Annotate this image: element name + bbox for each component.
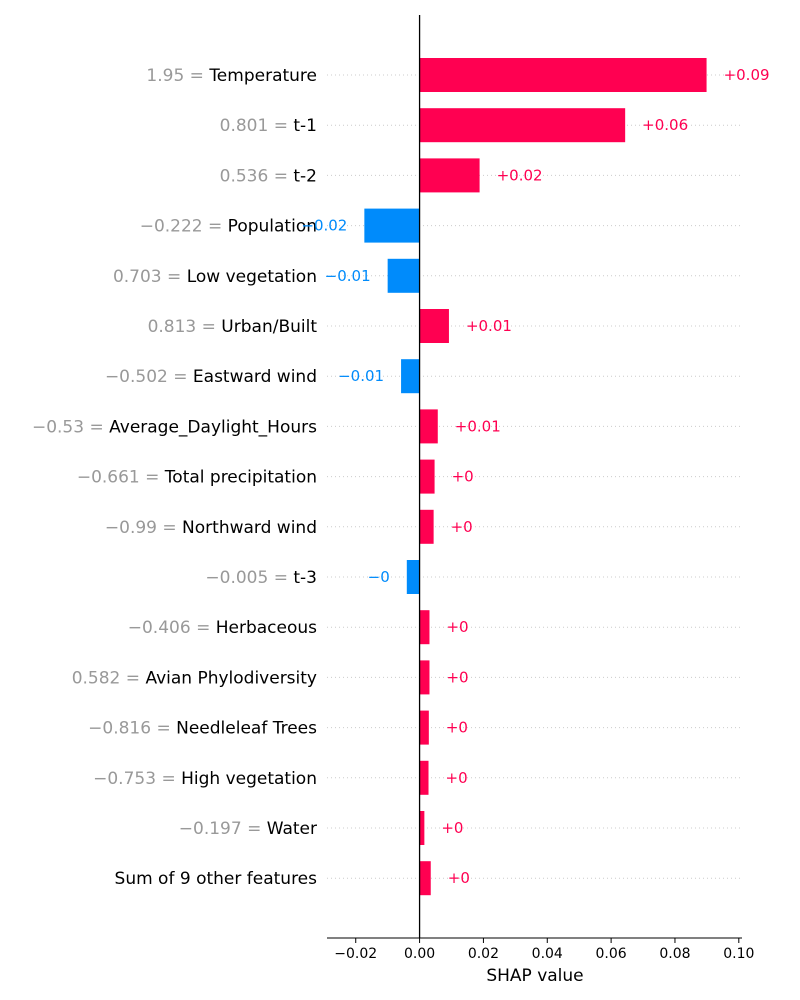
feature-value: −0.99 =	[105, 518, 182, 538]
feature-label: −0.53 = Average_Daylight_Hours	[32, 417, 317, 437]
bar	[419, 760, 429, 795]
x-tick-label: 0.00	[404, 946, 435, 962]
feature-name: t-2	[293, 166, 317, 186]
feature-value: −0.816 =	[88, 719, 176, 739]
bar	[419, 509, 434, 544]
feature-value: 0.582 =	[72, 668, 146, 688]
bar	[419, 861, 431, 896]
feature-value: 0.813 =	[148, 317, 222, 337]
feature-name: Northward wind	[182, 518, 317, 538]
feature-name: Sum of 9 other features	[115, 869, 318, 889]
x-tick-label: 0.08	[659, 946, 690, 962]
bar	[419, 58, 707, 92]
feature-value: 0.801 =	[220, 116, 294, 136]
bar-value-label: +0	[441, 819, 463, 837]
feature-label: 0.703 = Low vegetation	[113, 267, 317, 287]
x-axis: −0.02 0.00 0.02 0.04 0.06 0.08 0.10	[327, 937, 754, 962]
bar	[406, 560, 420, 594]
bar-value-label: +0.02	[497, 166, 543, 184]
feature-label: Sum of 9 other features	[115, 869, 318, 889]
feature-value: −0.197 =	[179, 819, 267, 839]
feature-value: −0.222 =	[140, 217, 228, 237]
bar-value-label: −0	[368, 568, 390, 586]
bar-value-label: −0.01	[338, 367, 384, 385]
feature-label: −0.502 = Eastward wind	[105, 367, 317, 387]
bar	[419, 309, 449, 343]
feature-name: Temperature	[208, 66, 317, 86]
bar	[364, 208, 420, 243]
feature-label: −0.197 = Water	[179, 819, 317, 839]
bar-value-label: +0.06	[642, 116, 688, 134]
feature-value: −0.406 =	[128, 618, 216, 638]
feature-value: −0.502 =	[105, 367, 193, 387]
feature-label: 0.813 = Urban/Built	[148, 317, 318, 337]
bar	[387, 258, 420, 293]
bar	[419, 710, 429, 745]
bar	[419, 610, 430, 645]
feature-name: Population	[228, 217, 317, 237]
feature-label: −0.99 = Northward wind	[105, 518, 317, 538]
bar-value-label: +0	[446, 668, 468, 686]
bar-value-label: +0	[446, 769, 468, 787]
x-tick-label: 0.06	[596, 946, 627, 962]
x-tick-label: −0.02	[334, 946, 377, 962]
feature-value: −0.753 =	[93, 769, 181, 789]
feature-value: −0.53 =	[32, 417, 109, 437]
feature-name: Eastward wind	[193, 367, 317, 387]
row-gridlines	[327, 74, 742, 879]
bar	[419, 409, 438, 444]
bar	[419, 108, 626, 143]
x-tick-label: 0.10	[723, 946, 754, 962]
bar	[419, 158, 480, 193]
feature-name: t-1	[293, 116, 317, 136]
feature-label: −0.661 = Total precipitation	[77, 468, 317, 488]
bar	[401, 359, 420, 394]
bar-value-label: +0	[446, 719, 468, 737]
feature-name: High vegetation	[181, 769, 317, 789]
bar-value-label: +0	[446, 618, 468, 636]
x-tick-label: 0.02	[468, 946, 499, 962]
feature-label: 0.801 = t-1	[220, 116, 317, 136]
feature-label: 0.536 = t-2	[220, 166, 317, 186]
bar-value-label: −0.01	[325, 267, 371, 285]
feature-value: 1.95 =	[146, 66, 209, 86]
feature-label: 0.582 = Avian Phylodiversity	[72, 668, 317, 688]
bar-value-label: +0	[451, 518, 473, 536]
feature-name: Low vegetation	[187, 267, 317, 287]
bar-value-label: −0.02	[301, 217, 347, 235]
feature-value: 0.703 =	[113, 267, 187, 287]
bar-value-label: +0.01	[466, 317, 512, 335]
feature-label: −0.753 = High vegetation	[93, 769, 317, 789]
feature-label: −0.406 = Herbaceous	[128, 618, 317, 638]
feature-name: Urban/Built	[221, 317, 317, 337]
feature-value: 0.536 =	[220, 166, 294, 186]
x-axis-title: SHAP value	[486, 966, 583, 986]
feature-name: Needleleaf Trees	[176, 719, 317, 739]
feature-name: t-3	[293, 568, 317, 588]
bar	[419, 811, 425, 845]
x-tick-label: 0.04	[532, 946, 563, 962]
feature-label: −0.005 = t-3	[205, 568, 317, 588]
bar	[419, 660, 430, 695]
feature-name: Water	[267, 819, 317, 839]
bar-value-label: +0	[448, 869, 470, 887]
feature-label: 1.95 = Temperature	[146, 66, 317, 86]
feature-name: Herbaceous	[216, 618, 317, 638]
feature-value: −0.005 =	[205, 568, 293, 588]
feature-labels: 1.95 = Temperature +0.09 0.801 = t-1 +0.06 0…	[32, 66, 770, 889]
feature-label: −0.816 = Needleleaf Trees	[88, 719, 317, 739]
feature-name: Total precipitation	[164, 468, 317, 488]
bar-value-label: +0.01	[455, 417, 501, 435]
feature-name: Average_Daylight_Hours	[109, 417, 317, 437]
feature-label: −0.222 = Population	[140, 217, 317, 237]
bar	[419, 459, 435, 494]
bars	[364, 58, 707, 896]
bar-value-label: +0.09	[724, 66, 770, 84]
feature-name: Avian Phylodiversity	[145, 668, 317, 688]
feature-value: −0.661 =	[77, 468, 165, 488]
bar-value-label: +0	[452, 468, 474, 486]
